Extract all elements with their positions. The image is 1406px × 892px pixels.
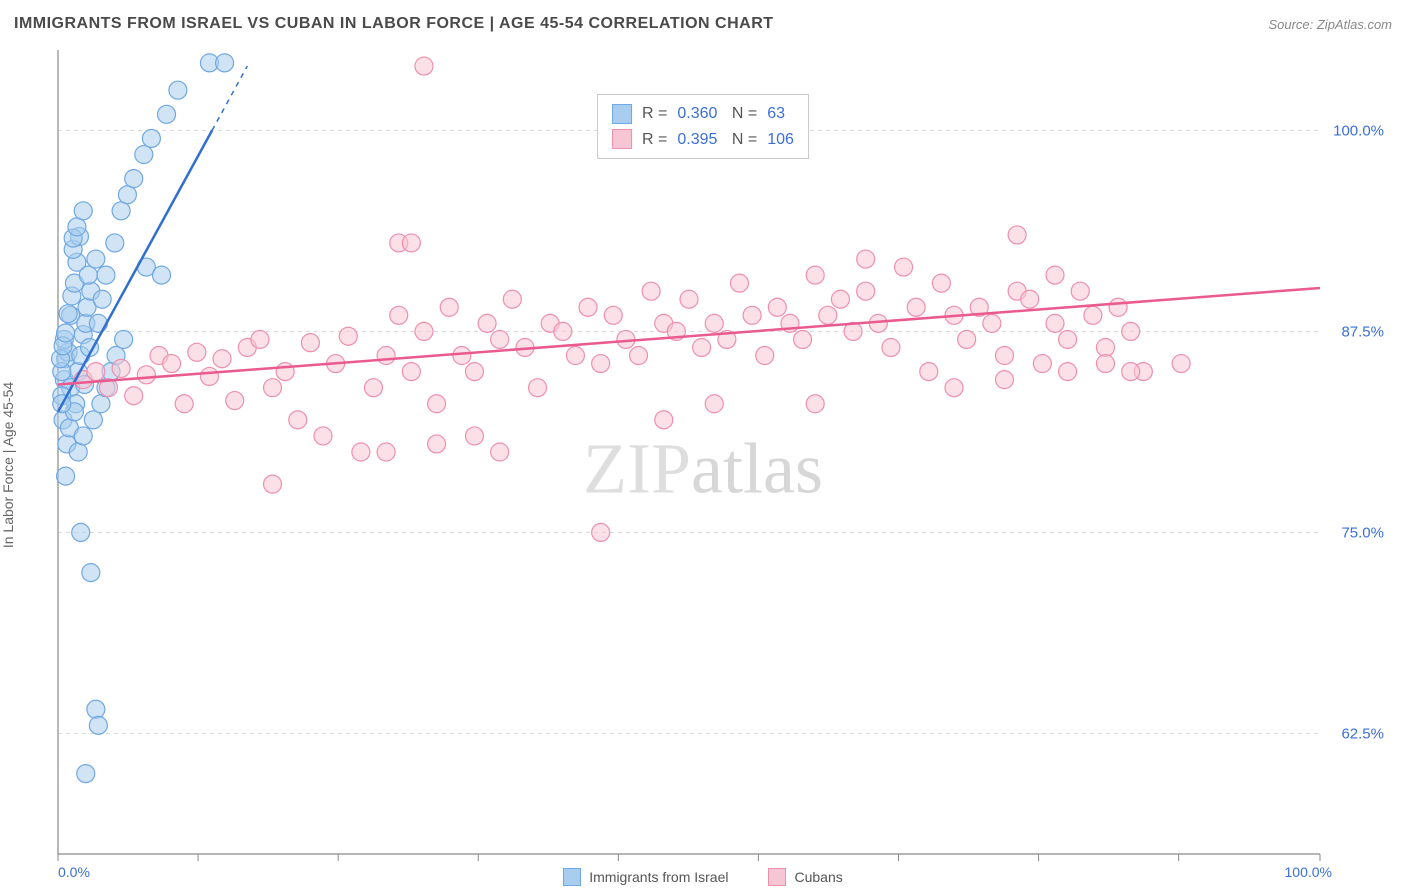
legend-item-israel: Immigrants from Israel <box>563 868 728 886</box>
legend-label: Cubans <box>794 869 842 885</box>
bottom-legend: Immigrants from Israel Cubans <box>14 868 1392 886</box>
legend-label: Immigrants from Israel <box>589 869 728 885</box>
x-label-min: 0.0% <box>58 864 90 880</box>
stats-row-israel: R =0.360 N =63 <box>612 101 794 127</box>
swatch-israel-icon <box>612 104 632 124</box>
source-label: Source: ZipAtlas.com <box>1268 17 1392 32</box>
svg-text:62.5%: 62.5% <box>1341 725 1384 742</box>
swatch-cuban-icon <box>768 868 786 886</box>
svg-text:75.0%: 75.0% <box>1341 524 1384 541</box>
chart-area: In Labor Force | Age 45-54 62.5%75.0%87.… <box>14 44 1392 886</box>
stats-row-cuban: R =0.395 N =106 <box>612 127 794 153</box>
x-label-max: 100.0% <box>1285 864 1332 880</box>
svg-text:87.5%: 87.5% <box>1341 323 1384 340</box>
svg-text:100.0%: 100.0% <box>1333 122 1384 139</box>
swatch-israel-icon <box>563 868 581 886</box>
scatter-plot: 62.5% 75.0% 87.5% 100.0% <box>14 44 1392 886</box>
legend-item-cuban: Cubans <box>768 868 842 886</box>
swatch-cuban-icon <box>612 129 632 149</box>
stats-legend: R =0.360 N =63 R =0.395 N =106 <box>597 94 809 159</box>
y-axis-label: In Labor Force | Age 45-54 <box>0 382 16 548</box>
chart-title: IMMIGRANTS FROM ISRAEL VS CUBAN IN LABOR… <box>14 15 774 33</box>
